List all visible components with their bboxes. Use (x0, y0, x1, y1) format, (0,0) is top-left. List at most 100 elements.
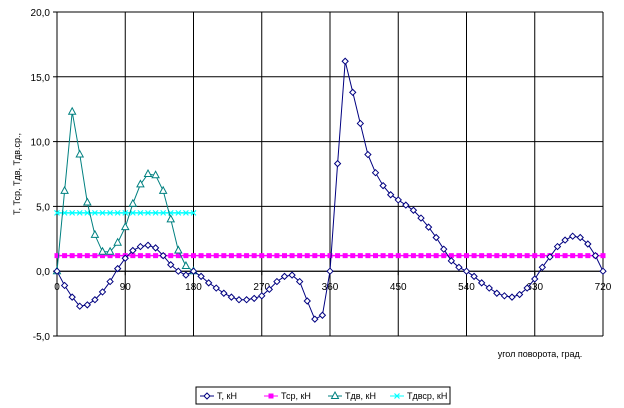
data-point (424, 223, 433, 231)
data-point (75, 149, 85, 158)
legend-label: Тдв, кН (345, 391, 376, 401)
data-point (54, 209, 60, 216)
data-point (129, 246, 137, 255)
data-point (441, 253, 447, 259)
data-point (335, 253, 341, 259)
data-point (250, 294, 258, 303)
data-point (386, 191, 395, 199)
legend-item: Тдв, кН (328, 390, 376, 401)
data-point (158, 185, 168, 194)
data-point (289, 253, 295, 259)
data-point (417, 214, 425, 222)
legend-swatch-marker (268, 393, 274, 399)
data-point (493, 289, 501, 297)
data-point (508, 293, 516, 301)
data-point (546, 253, 554, 261)
x-axis-title: угол поворота, град. (498, 349, 583, 359)
x-tick-label: 0 (54, 282, 60, 293)
data-point (402, 201, 410, 209)
x-tick-label: 180 (185, 282, 202, 293)
data-point (68, 293, 76, 301)
data-point (91, 209, 98, 216)
data-point (326, 267, 334, 275)
data-point (561, 236, 569, 244)
data-point (477, 279, 486, 287)
data-point (333, 159, 342, 168)
data-point (107, 209, 114, 216)
data-point (130, 253, 136, 259)
data-point (365, 253, 371, 259)
data-point (129, 209, 136, 216)
data-point (591, 251, 600, 260)
data-point (121, 254, 129, 262)
data-point (128, 198, 138, 207)
data-point (577, 253, 583, 259)
x-tick-label: 630 (526, 282, 543, 293)
data-point (357, 253, 363, 259)
data-point (213, 253, 219, 259)
data-point (114, 209, 121, 216)
data-point (273, 277, 281, 286)
data-point (282, 253, 287, 259)
data-point (447, 257, 456, 265)
legend-label: Тср, кН (281, 391, 311, 401)
data-point (584, 240, 592, 248)
y-tick-label: 10,0 (31, 138, 51, 149)
data-point (166, 214, 176, 223)
series-0 (53, 57, 607, 323)
data-point (189, 267, 198, 275)
data-point (515, 290, 524, 299)
data-point (485, 284, 493, 292)
x-tick-label: 90 (120, 282, 132, 293)
data-point (471, 253, 477, 259)
data-point (77, 253, 83, 259)
data-point (191, 253, 196, 259)
x-tick-label: 270 (253, 282, 270, 293)
data-point (440, 245, 448, 253)
data-point (99, 209, 106, 216)
series-group (52, 57, 607, 323)
data-point (295, 277, 304, 286)
y-tick-label: 5,0 (36, 202, 50, 213)
data-point (227, 293, 236, 301)
data-point (69, 209, 76, 216)
y-tick-label: 20,0 (31, 8, 51, 19)
legend: Т, кН Тср, кН Тдв, кН Тдвср, кН (195, 386, 451, 405)
data-point (576, 233, 584, 242)
data-point (221, 253, 227, 259)
x-tick-label: 360 (322, 282, 339, 293)
data-point (115, 253, 121, 259)
data-point (409, 206, 418, 214)
data-point (137, 209, 144, 216)
series-2 (52, 106, 198, 275)
data-point (122, 209, 129, 216)
data-point (120, 222, 130, 231)
data-point (568, 232, 577, 240)
data-point (182, 271, 190, 279)
data-point (265, 285, 274, 294)
data-point (136, 242, 145, 251)
data-point (341, 57, 349, 65)
data-point (54, 253, 60, 259)
data-point (183, 253, 189, 259)
data-point (523, 284, 531, 292)
data-point (98, 246, 107, 255)
data-point (69, 253, 75, 259)
data-point (394, 196, 402, 204)
data-point (599, 267, 607, 275)
data-point (426, 253, 432, 259)
data-point (151, 170, 160, 179)
data-point (456, 253, 462, 259)
data-point (174, 267, 183, 275)
data-point (517, 253, 523, 259)
data-point (220, 289, 228, 297)
data-point (160, 209, 167, 216)
data-point (486, 253, 492, 259)
data-point (181, 260, 191, 270)
data-point (82, 197, 92, 206)
data-point (327, 253, 333, 259)
data-point (570, 253, 576, 259)
y-tick-label: 0,0 (36, 267, 50, 278)
data-point (410, 253, 416, 259)
